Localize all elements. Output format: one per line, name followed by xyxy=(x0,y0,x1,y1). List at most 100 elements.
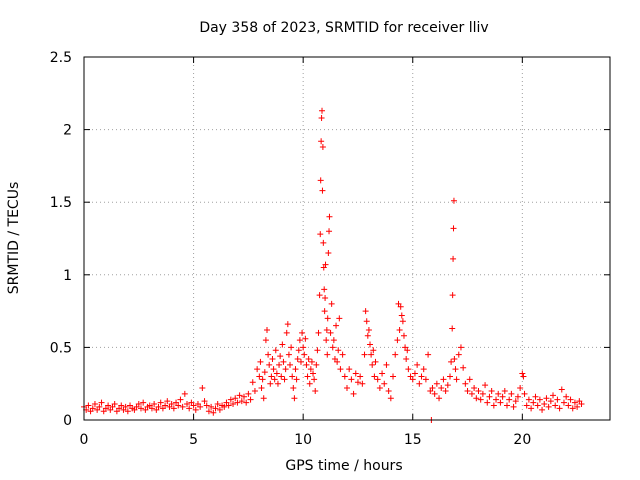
data-point xyxy=(484,399,491,406)
data-point xyxy=(291,395,298,402)
data-point xyxy=(493,396,500,403)
data-point xyxy=(508,390,515,397)
data-point xyxy=(316,292,323,299)
data-point xyxy=(372,358,379,365)
data-point xyxy=(284,321,291,328)
data-point xyxy=(292,366,299,373)
data-point xyxy=(266,361,273,368)
data-point xyxy=(381,380,388,387)
data-point xyxy=(334,358,341,365)
data-point xyxy=(315,329,322,336)
data-point xyxy=(567,396,574,403)
data-point xyxy=(541,401,548,408)
data-point xyxy=(324,351,331,358)
data-point xyxy=(364,332,371,339)
data-point xyxy=(404,347,411,354)
data-point xyxy=(425,351,432,358)
data-point xyxy=(270,366,277,373)
data-point xyxy=(230,401,237,408)
data-point xyxy=(376,385,383,392)
data-point xyxy=(105,402,112,409)
data-point xyxy=(374,376,381,383)
data-point xyxy=(550,392,557,399)
data-point xyxy=(184,401,191,408)
data-point xyxy=(285,351,292,358)
data-point xyxy=(442,387,449,394)
data-point xyxy=(565,402,572,409)
data-point xyxy=(523,402,530,409)
data-point xyxy=(466,376,473,383)
data-point xyxy=(203,402,210,409)
data-point xyxy=(234,399,241,406)
data-point xyxy=(251,387,258,394)
data-point xyxy=(96,403,103,410)
y-tick-label: 2 xyxy=(63,123,72,139)
data-point xyxy=(563,393,570,400)
data-point xyxy=(287,361,294,368)
data-point xyxy=(495,390,502,397)
data-point xyxy=(122,403,129,410)
data-point xyxy=(530,399,537,406)
data-point xyxy=(457,344,464,351)
data-point xyxy=(450,197,457,204)
y-tick-label: 1 xyxy=(63,268,72,284)
data-point xyxy=(240,393,247,400)
data-point xyxy=(333,322,340,329)
data-point xyxy=(247,396,254,403)
data-point xyxy=(532,393,539,400)
data-point xyxy=(462,380,469,387)
data-point xyxy=(177,396,184,403)
data-point xyxy=(455,351,462,358)
data-point xyxy=(279,341,286,348)
data-point xyxy=(479,390,486,397)
data-point xyxy=(450,225,457,232)
data-point xyxy=(157,399,164,406)
data-point xyxy=(387,395,394,402)
y-tick-label: 2.5 xyxy=(50,50,72,66)
data-point xyxy=(460,364,467,371)
data-point xyxy=(283,329,290,336)
data-point xyxy=(311,376,318,383)
data-point xyxy=(306,380,313,387)
data-point xyxy=(297,358,304,365)
data-point xyxy=(256,373,263,380)
data-point xyxy=(289,373,296,380)
data-point xyxy=(272,347,279,354)
data-point xyxy=(137,405,144,412)
data-point xyxy=(371,373,378,380)
data-point xyxy=(271,376,278,383)
y-tick-label: 1.5 xyxy=(50,195,72,211)
data-point xyxy=(477,396,484,403)
data-point xyxy=(348,376,355,383)
data-point xyxy=(486,393,493,400)
data-point xyxy=(398,312,405,319)
data-point xyxy=(314,347,321,354)
data-point xyxy=(162,402,169,409)
data-point xyxy=(452,366,459,373)
data-point xyxy=(327,329,334,336)
data-point xyxy=(181,390,188,397)
data-point xyxy=(440,376,447,383)
data-point xyxy=(517,385,524,392)
data-point xyxy=(274,380,281,387)
data-point xyxy=(212,405,219,412)
data-point xyxy=(267,380,274,387)
data-point xyxy=(318,114,325,121)
data-point xyxy=(140,399,147,406)
data-point xyxy=(295,347,302,354)
data-point xyxy=(197,403,204,410)
data-point xyxy=(448,358,455,365)
data-point xyxy=(365,326,372,333)
data-point xyxy=(210,409,217,416)
data-point xyxy=(350,390,357,397)
data-point xyxy=(221,403,228,410)
data-point xyxy=(155,403,162,410)
data-point xyxy=(431,390,438,397)
data-point xyxy=(528,405,535,412)
data-points xyxy=(81,107,585,423)
x-tick-label: 5 xyxy=(189,432,198,448)
data-point xyxy=(276,361,283,368)
x-tick-label: 15 xyxy=(404,432,422,448)
data-point xyxy=(545,403,552,410)
data-point xyxy=(438,385,445,392)
